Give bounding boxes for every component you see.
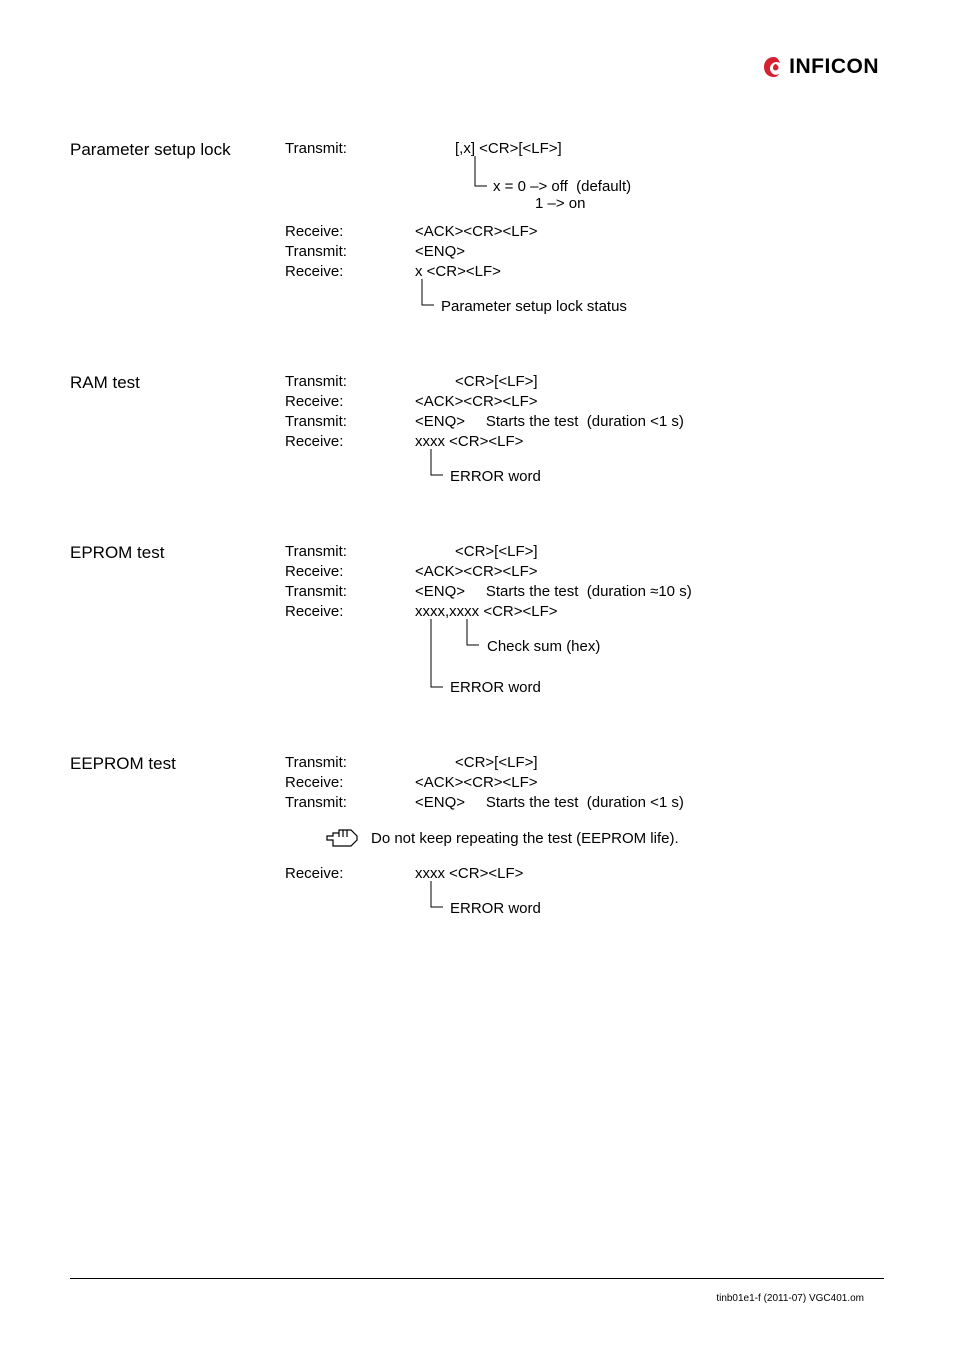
row-label: Transmit: — [285, 794, 415, 811]
tree-text: ERROR word — [415, 452, 884, 485]
tree-branch: Check sum (hex) ERROR word — [415, 622, 884, 696]
row-receive: Receive: <ACK><CR><LF> — [285, 563, 884, 580]
note-row: Do not keep repeating the test (EEPROM l… — [325, 826, 884, 850]
row-label: Transmit: — [285, 373, 415, 390]
row-value: <CR>[<LF>] — [415, 543, 884, 560]
row-transmit: Transmit: <CR>[<LF>] — [285, 373, 884, 390]
row-label: Receive: — [285, 263, 415, 315]
tree-text: Parameter setup lock status — [415, 282, 884, 315]
row-transmit: Transmit: <ENQ> — [285, 243, 884, 260]
section-body: Transmit: <CR>[<LF>] Receive: <ACK><CR><… — [285, 754, 884, 920]
row-value: <ENQ> — [415, 243, 884, 260]
section-eprom-test: EPROM test Transmit: <CR>[<LF>] Receive:… — [70, 543, 884, 699]
row-value-text: xxxx,xxxx <CR><LF> — [415, 603, 884, 620]
tree-line-icon — [427, 449, 447, 485]
row-value: <ACK><CR><LF> — [415, 393, 884, 410]
section-parameter-setup-lock: Parameter setup lock Transmit: [,x] <CR>… — [70, 140, 884, 318]
row-receive: Receive: <ACK><CR><LF> — [285, 393, 884, 410]
section-body: Transmit: <CR>[<LF>] Receive: <ACK><CR><… — [285, 373, 884, 488]
row-value: <CR>[<LF>] — [415, 754, 884, 771]
tree-branch: ERROR word — [415, 884, 884, 917]
tree-line-icon — [427, 619, 487, 699]
tree-branch: ERROR word — [415, 452, 884, 485]
pointing-hand-icon — [325, 826, 361, 850]
section-eeprom-test: EEPROM test Transmit: <CR>[<LF>] Receive… — [70, 754, 884, 920]
row-label: Receive: — [285, 603, 415, 696]
logo-swirl-icon — [762, 55, 786, 79]
tree-line-icon — [418, 279, 438, 315]
tree-line-icon — [427, 881, 447, 917]
row-value: <CR>[<LF>] — [415, 373, 884, 390]
row-value-text: x <CR><LF> — [415, 263, 884, 280]
row-value: xxxx <CR><LF> ERROR word — [415, 865, 884, 917]
tree-branch: Parameter setup lock status — [415, 282, 884, 315]
row-label: Transmit: — [285, 243, 415, 260]
row-value-text: xxxx <CR><LF> — [415, 865, 884, 882]
row-value: <ACK><CR><LF> — [415, 774, 884, 791]
row-receive: Receive: x <CR><LF> Parameter setup lock… — [285, 263, 884, 315]
row-label: Transmit: — [285, 413, 415, 430]
row-label: Transmit: — [285, 583, 415, 600]
row-value: xxxx <CR><LF> ERROR word — [415, 433, 884, 485]
footer-text: tinb01e1-f (2011-07) VGC401.om — [716, 1293, 864, 1304]
row-label: Receive: — [285, 223, 415, 240]
row-label: Transmit: — [285, 543, 415, 560]
note-text: Do not keep repeating the test (EEPROM l… — [371, 830, 679, 847]
row-transmit: Transmit: <ENQ> Starts the test (duratio… — [285, 794, 884, 811]
section-body: Transmit: [,x] <CR>[<LF>] x = 0 –> off (… — [285, 140, 884, 318]
section-label: EEPROM test — [70, 754, 285, 920]
row-receive: Receive: xxxx <CR><LF> ERROR word — [285, 865, 884, 917]
row-transmit: Transmit: <ENQ> Starts the test (duratio… — [285, 413, 884, 430]
row-receive: Receive: xxxx,xxxx <CR><LF> Check sum (h… — [285, 603, 884, 696]
section-label: RAM test — [70, 373, 285, 488]
logo-text: INFICON — [789, 55, 879, 79]
tree-text: ERROR word — [415, 884, 884, 917]
row-transmit: Transmit: <ENQ> Starts the test (duratio… — [285, 583, 884, 600]
row-receive: Receive: xxxx <CR><LF> ERROR word — [285, 433, 884, 485]
logo: INFICON — [762, 55, 879, 79]
row-transmit: Transmit: <CR>[<LF>] — [285, 754, 884, 771]
section-label: EPROM test — [70, 543, 285, 699]
row-label: Receive: — [285, 563, 415, 580]
tree-branch: x = 0 –> off (default) 1 –> on — [415, 159, 884, 212]
row-receive: Receive: <ACK><CR><LF> — [285, 223, 884, 240]
tree-text: 1 –> on — [471, 195, 884, 212]
row-receive: Receive: <ACK><CR><LF> — [285, 774, 884, 791]
tree-text: x = 0 –> off (default) — [471, 159, 884, 195]
row-transmit: Transmit: [,x] <CR>[<LF>] x = 0 –> off (… — [285, 140, 884, 212]
row-value: xxxx,xxxx <CR><LF> Check sum (hex) ERROR… — [415, 603, 884, 696]
row-label: Transmit: — [285, 140, 415, 212]
row-value: <ACK><CR><LF> — [415, 223, 884, 240]
section-ram-test: RAM test Transmit: <CR>[<LF>] Receive: <… — [70, 373, 884, 488]
row-label: Receive: — [285, 433, 415, 485]
row-value: <ENQ> Starts the test (duration <1 s) — [415, 794, 884, 811]
row-label: Receive: — [285, 393, 415, 410]
row-value: x <CR><LF> Parameter setup lock status — [415, 263, 884, 315]
section-label: Parameter setup lock — [70, 140, 285, 318]
section-body: Transmit: <CR>[<LF>] Receive: <ACK><CR><… — [285, 543, 884, 699]
footer-divider — [70, 1278, 884, 1279]
row-transmit: Transmit: <CR>[<LF>] — [285, 543, 884, 560]
row-label: Transmit: — [285, 754, 415, 771]
row-value: [,x] <CR>[<LF>] x = 0 –> off (default) 1… — [415, 140, 884, 212]
row-value-text: xxxx <CR><LF> — [415, 433, 884, 450]
row-value: <ENQ> Starts the test (duration ≈10 s) — [415, 583, 884, 600]
document-content: Parameter setup lock Transmit: [,x] <CR>… — [70, 140, 884, 920]
row-value-text: [,x] <CR>[<LF>] — [415, 140, 884, 157]
row-label: Receive: — [285, 865, 415, 917]
row-label: Receive: — [285, 774, 415, 791]
row-value: <ACK><CR><LF> — [415, 563, 884, 580]
tree-line-icon — [471, 156, 491, 196]
row-value: <ENQ> Starts the test (duration <1 s) — [415, 413, 884, 430]
